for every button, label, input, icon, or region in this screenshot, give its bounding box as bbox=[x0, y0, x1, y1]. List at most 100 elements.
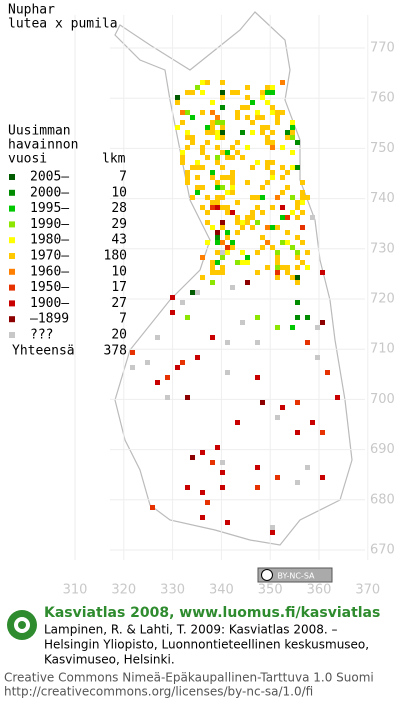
year-class bbox=[155, 205, 340, 535]
square bbox=[245, 85, 250, 90]
square bbox=[210, 130, 215, 135]
legend-count: 20 bbox=[111, 328, 127, 343]
square bbox=[295, 250, 300, 255]
square bbox=[270, 145, 275, 150]
square bbox=[245, 255, 250, 260]
square bbox=[230, 175, 235, 180]
square bbox=[325, 370, 330, 375]
square bbox=[265, 160, 270, 165]
square bbox=[230, 155, 235, 160]
square bbox=[235, 420, 240, 425]
square bbox=[240, 250, 245, 255]
square bbox=[280, 110, 285, 115]
square bbox=[195, 190, 200, 195]
square bbox=[225, 520, 230, 525]
square bbox=[290, 120, 295, 125]
square bbox=[215, 240, 220, 245]
square bbox=[290, 275, 295, 280]
square bbox=[230, 190, 235, 195]
y-coord-label: 690 bbox=[370, 442, 395, 457]
square bbox=[130, 350, 135, 355]
square bbox=[215, 250, 220, 255]
square bbox=[175, 100, 180, 105]
square bbox=[210, 110, 215, 115]
year-class bbox=[210, 105, 310, 320]
y-coord-label: 670 bbox=[370, 543, 395, 558]
legend-label: 1970– bbox=[30, 249, 69, 264]
square bbox=[220, 80, 225, 85]
square bbox=[200, 255, 205, 260]
x-coord-label: 330 bbox=[160, 583, 185, 598]
y-coord-label: 710 bbox=[370, 342, 395, 357]
square bbox=[235, 90, 240, 95]
square bbox=[300, 240, 305, 245]
legend-count: 27 bbox=[111, 296, 127, 311]
square bbox=[200, 450, 205, 455]
square bbox=[280, 215, 285, 220]
legend-count: 43 bbox=[111, 233, 127, 248]
square bbox=[185, 175, 190, 180]
square bbox=[200, 185, 205, 190]
square bbox=[300, 195, 305, 200]
square bbox=[270, 530, 275, 535]
square bbox=[215, 115, 220, 120]
square bbox=[230, 180, 235, 185]
square bbox=[260, 185, 265, 190]
square bbox=[215, 185, 220, 190]
square bbox=[225, 245, 230, 250]
square bbox=[215, 130, 220, 135]
square bbox=[275, 415, 280, 420]
square bbox=[280, 405, 285, 410]
square bbox=[180, 155, 185, 160]
square bbox=[210, 260, 215, 265]
square bbox=[295, 400, 300, 405]
square bbox=[195, 165, 200, 170]
square bbox=[200, 205, 205, 210]
footer-headline: Kasviatlas 2008, www.luomus.fi/kasviatla… bbox=[44, 605, 380, 621]
square bbox=[265, 90, 270, 95]
square bbox=[195, 290, 200, 295]
square bbox=[185, 110, 190, 115]
square bbox=[285, 170, 290, 175]
total-count: 378 bbox=[104, 343, 127, 358]
legend-heading: Uusimman bbox=[8, 124, 71, 139]
title-line: lutea x pumila bbox=[8, 17, 118, 32]
legend-swatch bbox=[9, 174, 15, 180]
square bbox=[210, 205, 215, 210]
square bbox=[220, 135, 225, 140]
square bbox=[205, 220, 210, 225]
square bbox=[250, 225, 255, 230]
square bbox=[305, 340, 310, 345]
square bbox=[240, 220, 245, 225]
license-badge: BY-NC-SA bbox=[257, 567, 333, 583]
square bbox=[295, 480, 300, 485]
square bbox=[265, 265, 270, 270]
square bbox=[225, 150, 230, 155]
square bbox=[210, 460, 215, 465]
square bbox=[210, 280, 215, 285]
square bbox=[240, 155, 245, 160]
square bbox=[275, 250, 280, 255]
square bbox=[235, 200, 240, 205]
square bbox=[290, 135, 295, 140]
square bbox=[295, 315, 300, 320]
square bbox=[220, 255, 225, 260]
legend-label: 2005– bbox=[30, 170, 69, 185]
square bbox=[205, 140, 210, 145]
square bbox=[295, 255, 300, 260]
square bbox=[320, 270, 325, 275]
square bbox=[250, 100, 255, 105]
square bbox=[200, 275, 205, 280]
square bbox=[255, 340, 260, 345]
square bbox=[250, 210, 255, 215]
square bbox=[185, 395, 190, 400]
square bbox=[195, 160, 200, 165]
legend-swatch bbox=[9, 237, 15, 244]
square bbox=[225, 250, 230, 255]
square bbox=[260, 115, 265, 120]
square bbox=[220, 95, 225, 100]
square bbox=[250, 120, 255, 125]
square bbox=[220, 150, 225, 155]
square bbox=[210, 170, 215, 175]
square bbox=[210, 200, 215, 205]
